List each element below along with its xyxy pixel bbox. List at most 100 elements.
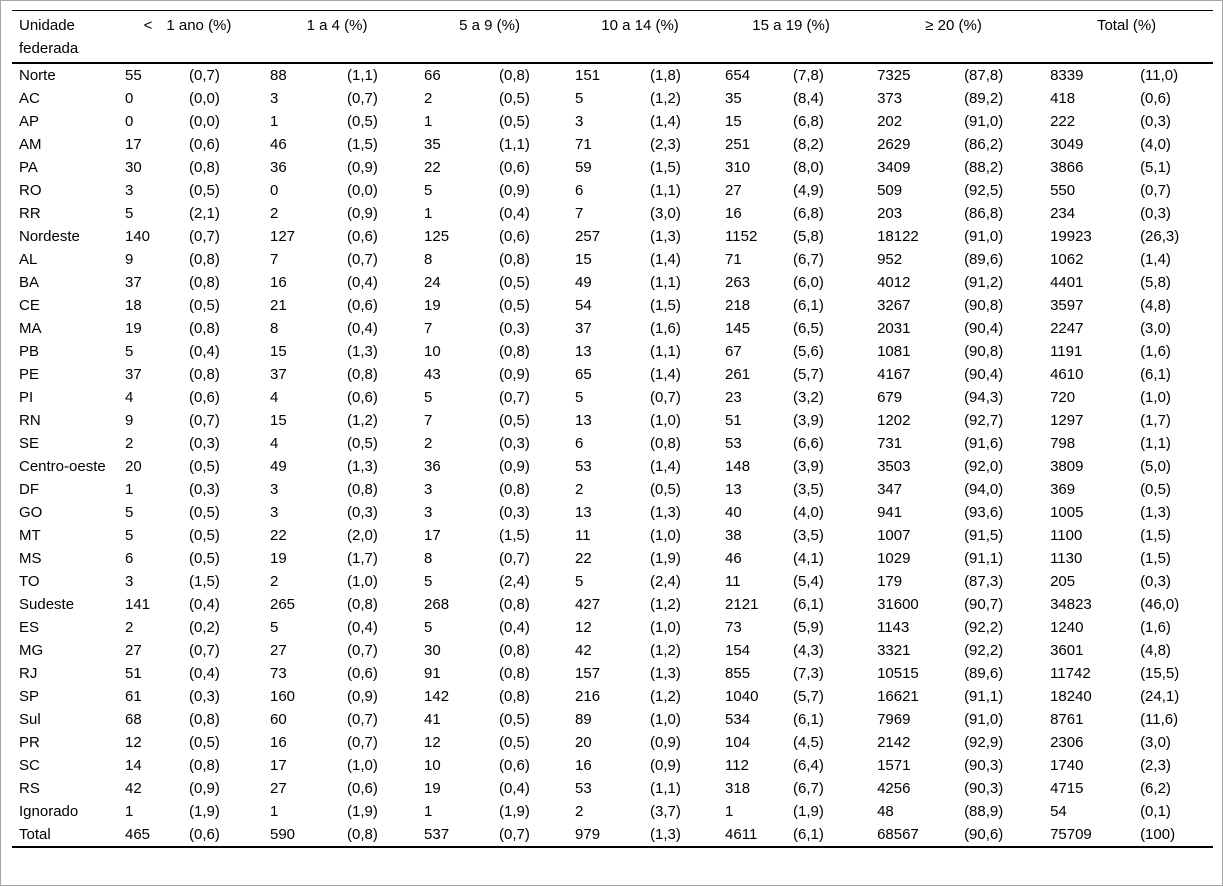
table-cell: 251 bbox=[725, 136, 751, 153]
table-cell: 4611 bbox=[725, 826, 758, 843]
table-cell: (11,0) bbox=[1140, 67, 1179, 84]
table-cell: 51 bbox=[725, 412, 742, 429]
table-cell: 49 bbox=[575, 274, 592, 291]
table-row: MA 19 (0,8) 8 (0,4) 7 (0,3) 37 (1,6) 145 (6,5) 2031… bbox=[12, 317, 1213, 340]
table-cell: (1,4) bbox=[650, 251, 681, 268]
header-group-10-14: 10 a 14 (%) bbox=[565, 10, 716, 64]
table-cell: 2031 bbox=[877, 320, 911, 337]
table-cell: (6,1) bbox=[793, 711, 824, 728]
table-cell: (6,1) bbox=[793, 297, 824, 314]
table-cell: (1,9) bbox=[499, 803, 530, 820]
table-cell: (7,8) bbox=[793, 67, 824, 84]
table-cell: 10515 bbox=[877, 665, 919, 682]
table-cell: (0,5) bbox=[499, 90, 530, 107]
table-cell: 15 bbox=[270, 343, 287, 360]
table-cell: (87,8) bbox=[964, 67, 1004, 84]
table-cell: 127 bbox=[270, 228, 296, 245]
table-cell: (0,8) bbox=[189, 320, 220, 337]
table-cell: (90,4) bbox=[964, 366, 1004, 383]
table-cell: 8 bbox=[424, 550, 433, 567]
table-row: DF 1 (0,3) 3 (0,8) 3 (0,8) 2 (0,5) 13 (3,5) 347 (94,… bbox=[12, 478, 1213, 501]
table-cell: 1 bbox=[270, 113, 279, 130]
row-label: Total bbox=[19, 826, 51, 843]
table-cell: 1 bbox=[270, 803, 279, 820]
table-cell: (0,5) bbox=[347, 113, 378, 130]
table-cell: (1,1) bbox=[499, 136, 530, 153]
table-header: Unidade federada <1 ano (%) 1 a 4 (%) 5 … bbox=[12, 10, 1214, 64]
table-cell: 148 bbox=[725, 458, 751, 475]
table-cell: (91,0) bbox=[964, 113, 1004, 130]
table-row: RJ 51 (0,4) 73 (0,6) 91 (0,8) 157 (1,3) 855 (7,3) 1… bbox=[12, 662, 1213, 685]
table-cell: (4,0) bbox=[1140, 136, 1171, 153]
table-cell: 6 bbox=[125, 550, 134, 567]
table-cell: 720 bbox=[1050, 389, 1076, 406]
table-row: Ignorado 1 (1,9) 1 (1,9) 1 (1,9) 2 (3,7) 1 (1,9) 48… bbox=[12, 800, 1213, 823]
table-cell: (0,6) bbox=[189, 826, 220, 843]
table-cell: (3,5) bbox=[793, 527, 824, 544]
table-cell: (0,8) bbox=[189, 251, 220, 268]
table-cell: 2 bbox=[270, 205, 279, 222]
table-cell: 16 bbox=[270, 734, 287, 751]
table-cell: 53 bbox=[725, 435, 742, 452]
table-row: CE 18 (0,5) 21 (0,6) 19 (0,5) 54 (1,5) 218 (6,1) 32… bbox=[12, 294, 1213, 317]
table-cell: (5,6) bbox=[793, 343, 824, 360]
table-cell: 261 bbox=[725, 366, 751, 383]
table-row: RO 3 (0,5) 0 (0,0) 5 (0,9) 6 (1,1) 27 (4,9) 509 (92,… bbox=[12, 179, 1213, 202]
table-cell: 2 bbox=[575, 803, 584, 820]
table-cell: 5 bbox=[424, 619, 433, 636]
table-cell: (4,8) bbox=[1140, 642, 1171, 659]
table-cell: 60 bbox=[270, 711, 287, 728]
table-cell: (0,7) bbox=[347, 711, 378, 728]
table-cell: (0,9) bbox=[499, 182, 530, 199]
header-group-15-19: 15 a 19 (%) bbox=[715, 10, 868, 64]
table-cell: (1,5) bbox=[650, 297, 681, 314]
table-cell: (0,6) bbox=[499, 757, 530, 774]
table-cell: (1,5) bbox=[189, 573, 220, 590]
table-cell: (0,5) bbox=[189, 182, 220, 199]
table-cell: (0,4) bbox=[189, 596, 220, 613]
table-cell: 7 bbox=[270, 251, 279, 268]
table-cell: 2 bbox=[125, 435, 134, 452]
table-cell: 263 bbox=[725, 274, 751, 291]
table-cell: (1,1) bbox=[347, 67, 378, 84]
table-cell: 1081 bbox=[877, 343, 911, 360]
table-cell: 19 bbox=[270, 550, 287, 567]
table-cell: 142 bbox=[424, 688, 450, 705]
table-cell: (1,6) bbox=[650, 320, 681, 337]
table-cell: 218 bbox=[725, 297, 751, 314]
row-label: DF bbox=[19, 481, 39, 498]
table-cell: 160 bbox=[270, 688, 296, 705]
table-cell: (1,1) bbox=[650, 343, 681, 360]
table-cell: 13 bbox=[575, 412, 592, 429]
table-cell: (90,3) bbox=[964, 780, 1004, 797]
table-cell: 68567 bbox=[877, 826, 919, 843]
table-cell: 54 bbox=[575, 297, 592, 314]
table-cell: 46 bbox=[725, 550, 742, 567]
table-cell: (0,7) bbox=[189, 67, 220, 84]
table-cell: 19 bbox=[125, 320, 142, 337]
table-row: Sudeste 141 (0,4) 265 (0,8) 268 (0,8) 427 (1,2) 2… bbox=[12, 593, 1213, 616]
table-cell: (2,1) bbox=[189, 205, 220, 222]
table-row: AP 0 (0,0) 1 (0,5) 1 (0,5) 3 (1,4) 15 (6,8) 202 (91,… bbox=[12, 110, 1213, 133]
table-cell: 37 bbox=[125, 366, 142, 383]
table-cell: (86,8) bbox=[964, 205, 1004, 222]
table-cell: 3 bbox=[270, 481, 279, 498]
table-cell: 27 bbox=[725, 182, 742, 199]
table-cell: (6,1) bbox=[793, 826, 824, 843]
table-cell: 5 bbox=[270, 619, 279, 636]
table-cell: (0,7) bbox=[189, 228, 220, 245]
table-row: RN 9 (0,7) 15 (1,2) 7 (0,5) 13 (1,0) 51 (3,9) 1202 (… bbox=[12, 409, 1213, 432]
table-cell: (94,0) bbox=[964, 481, 1004, 498]
table-cell: (93,6) bbox=[964, 504, 1004, 521]
table-cell: 7 bbox=[424, 320, 433, 337]
table-cell: 2142 bbox=[877, 734, 911, 751]
table-cell: 22 bbox=[424, 159, 441, 176]
table-cell: (0,6) bbox=[347, 665, 378, 682]
table-cell: (5,7) bbox=[793, 366, 824, 383]
table-cell: 145 bbox=[725, 320, 751, 337]
table-cell: 1 bbox=[424, 205, 433, 222]
table-cell: (0,5) bbox=[347, 435, 378, 452]
row-label: Sudeste bbox=[19, 596, 75, 613]
table-row: PE 37 (0,8) 37 (0,8) 43 (0,9) 65 (1,4) 261 (5,7) 41… bbox=[12, 363, 1213, 386]
header-group-total: Total (%) bbox=[1040, 10, 1214, 64]
